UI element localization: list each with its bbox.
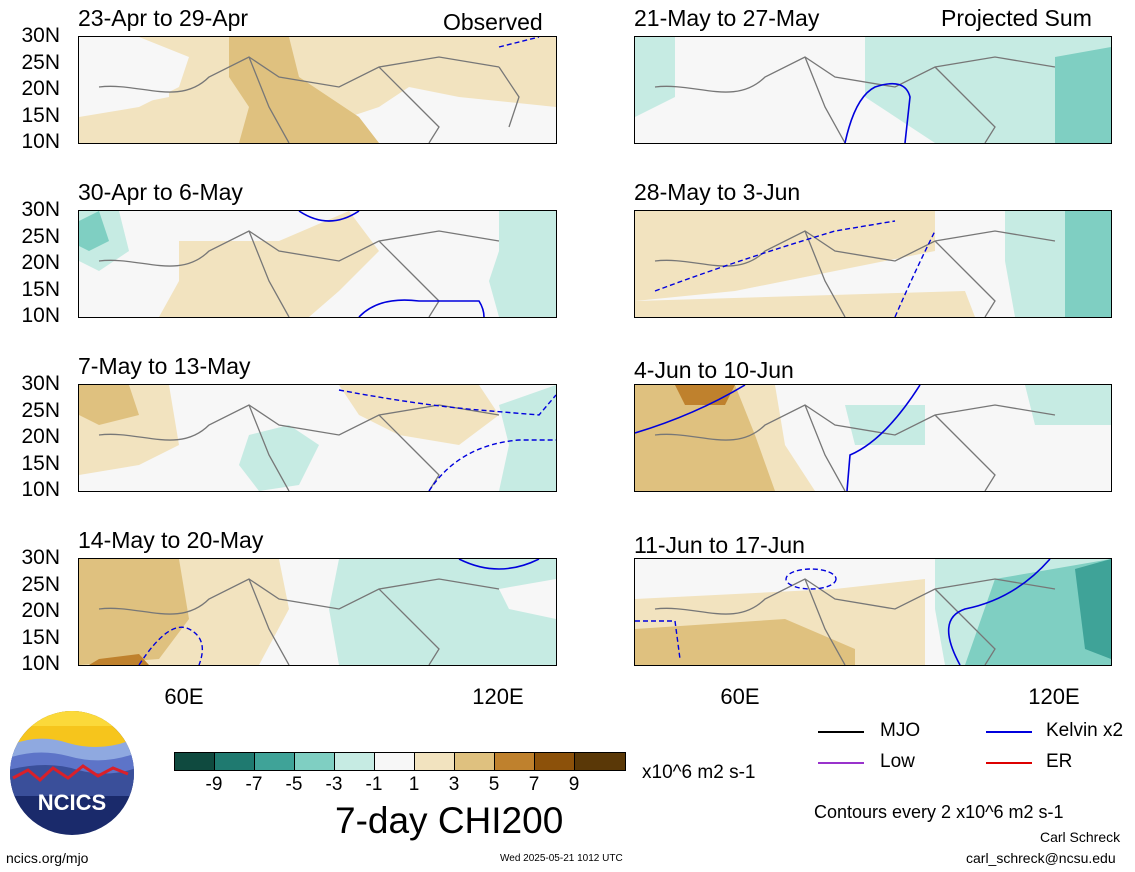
lat-tick: 10N bbox=[21, 478, 60, 501]
lat-tick: 10N bbox=[21, 130, 60, 153]
author-email[interactable]: carl_schreck@ncsu.edu bbox=[966, 850, 1116, 866]
lon-tick-60e-right: 60E bbox=[720, 684, 760, 709]
legend-kelvin-line bbox=[986, 731, 1032, 733]
panel-title-6: 28-May to 3-Jun bbox=[634, 179, 801, 205]
panel-title-1: 23-Apr to 29-Apr bbox=[78, 5, 249, 31]
colorbar-tick: 1 bbox=[408, 774, 420, 795]
legend-er-line bbox=[986, 762, 1032, 764]
lat-tick: 15N bbox=[21, 278, 60, 301]
lon-tick-120e-left: 120E bbox=[472, 684, 524, 709]
lon-tick-60e-left: 60E bbox=[164, 684, 204, 709]
colorbar-swatch bbox=[294, 752, 336, 771]
ncics-logo: NCICS bbox=[8, 708, 136, 838]
lat-tick: 25N bbox=[21, 573, 60, 596]
colorbar-tick: -3 bbox=[325, 774, 343, 795]
legend-kelvin-label: Kelvin x2 bbox=[1046, 720, 1124, 741]
colorbar-tick: 5 bbox=[488, 774, 500, 795]
colorbar-swatch bbox=[174, 752, 216, 771]
legend-mjo-line bbox=[818, 731, 864, 733]
map-panel-5 bbox=[634, 36, 1112, 144]
timestamp: Wed 2025-05-21 1012 UTC bbox=[500, 853, 623, 864]
colorbar-swatch bbox=[374, 752, 416, 771]
map-panel-8 bbox=[634, 558, 1112, 666]
lat-tick: 30N bbox=[21, 546, 60, 569]
legend-mjo-label: MJO bbox=[880, 720, 921, 741]
lat-tick: 25N bbox=[21, 225, 60, 248]
map-panel-2 bbox=[78, 210, 557, 318]
colorbar-tick: 7 bbox=[528, 774, 540, 795]
colorbar-swatch bbox=[254, 752, 296, 771]
map-panel-7 bbox=[634, 384, 1112, 492]
legend-low-line bbox=[818, 762, 864, 764]
panel-title-7: 4-Jun to 10-Jun bbox=[634, 357, 794, 383]
lat-tick: 15N bbox=[21, 452, 60, 475]
colorbar-swatch bbox=[494, 752, 536, 771]
colorbar-swatch bbox=[574, 752, 626, 771]
colorbar-tick: -5 bbox=[285, 774, 303, 795]
colorbar-swatch bbox=[454, 752, 496, 771]
lat-tick: 10N bbox=[21, 304, 60, 327]
colorbar-units: x10^6 m2 s-1 bbox=[642, 762, 756, 783]
lat-tick: 25N bbox=[21, 51, 60, 74]
legend-er-label: ER bbox=[1046, 751, 1073, 772]
source-url[interactable]: ncics.org/mjo bbox=[6, 850, 89, 866]
lat-tick: 10N bbox=[21, 652, 60, 675]
colorbar-swatch bbox=[534, 752, 576, 771]
lat-tick: 20N bbox=[21, 425, 60, 448]
lat-tick: 30N bbox=[21, 372, 60, 395]
lat-tick: 30N bbox=[21, 198, 60, 221]
lat-tick: 20N bbox=[21, 251, 60, 274]
contour-note: Contours every 2 x10^6 m2 s-1 bbox=[814, 802, 1064, 822]
author: Carl Schreck bbox=[1040, 829, 1121, 845]
chart-title: 7-day CHI200 bbox=[335, 800, 564, 841]
colorbar-tick: -9 bbox=[205, 774, 223, 795]
colorbar-swatch bbox=[214, 752, 256, 771]
colorbar-tick: 3 bbox=[448, 774, 460, 795]
logo-text: NCICS bbox=[38, 790, 106, 815]
lat-tick: 15N bbox=[21, 104, 60, 127]
colorbar-tick: -1 bbox=[365, 774, 383, 795]
projected-label: Projected Sum bbox=[941, 5, 1092, 31]
legend-low-label: Low bbox=[880, 751, 915, 772]
lat-tick: 15N bbox=[21, 626, 60, 649]
observed-label: Observed bbox=[443, 9, 543, 35]
lon-tick-120e-right: 120E bbox=[1028, 684, 1080, 709]
colorbar-tick: 9 bbox=[568, 774, 580, 795]
map-panel-6 bbox=[634, 210, 1112, 318]
map-panel-1 bbox=[78, 36, 557, 144]
map-panel-3 bbox=[78, 384, 557, 492]
colorbar-swatch bbox=[414, 752, 456, 771]
panel-title-3: 7-May to 13-May bbox=[78, 353, 251, 379]
colorbar-swatch bbox=[334, 752, 376, 771]
panel-title-8: 11-Jun to 17-Jun bbox=[634, 532, 805, 558]
lat-tick: 20N bbox=[21, 77, 60, 100]
lat-tick: 30N bbox=[21, 24, 60, 47]
map-panel-4 bbox=[78, 558, 557, 666]
panel-title-4: 14-May to 20-May bbox=[78, 527, 264, 553]
colorbar-tick: -7 bbox=[245, 774, 263, 795]
panel-title-5: 21-May to 27-May bbox=[634, 5, 820, 31]
lat-tick: 20N bbox=[21, 599, 60, 622]
lat-tick: 25N bbox=[21, 399, 60, 422]
panel-title-2: 30-Apr to 6-May bbox=[78, 179, 243, 205]
